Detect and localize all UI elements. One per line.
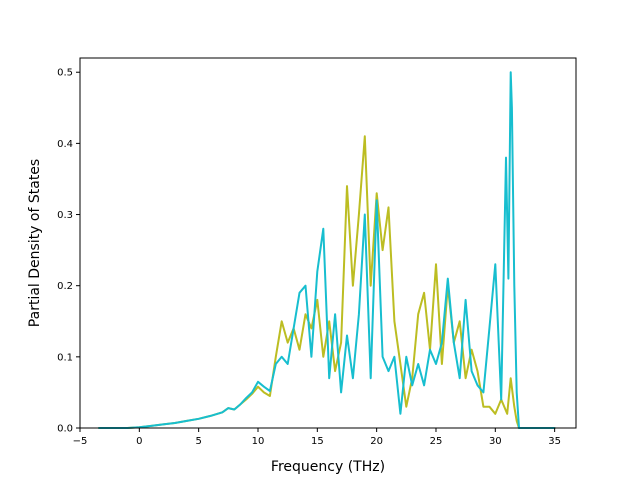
x-tick-label: 20 xyxy=(370,436,383,447)
x-axis-label: Frequency (THz) xyxy=(271,459,385,475)
x-tick-label: 25 xyxy=(430,436,443,447)
x-axis: −5 0 5 10 15 20 25 30 35 xyxy=(73,428,561,447)
plot-frame xyxy=(79,57,577,429)
x-tick-label: 0 xyxy=(136,436,142,447)
y-tick-label: 0.5 xyxy=(57,68,73,79)
y-tick-label: 0.1 xyxy=(57,352,73,363)
y-axis-label: Partial Density of States xyxy=(27,159,43,327)
x-tick-label: 35 xyxy=(548,436,561,447)
x-tick-label: 10 xyxy=(252,436,265,447)
series-layer xyxy=(98,71,556,429)
y-tick-label: 0.2 xyxy=(57,281,73,292)
x-tick-label: 30 xyxy=(489,436,502,447)
y-tick-label: 0.3 xyxy=(57,210,73,221)
x-tick-label: −5 xyxy=(73,436,88,447)
y-tick-label: 0.0 xyxy=(57,424,73,435)
series-line-2 xyxy=(98,71,556,429)
y-tick-label: 0.4 xyxy=(57,139,73,150)
x-tick-label: 15 xyxy=(311,436,324,447)
x-tick-label: 5 xyxy=(195,436,201,447)
y-axis: 0.0 0.1 0.2 0.3 0.4 0.5 xyxy=(57,68,80,435)
